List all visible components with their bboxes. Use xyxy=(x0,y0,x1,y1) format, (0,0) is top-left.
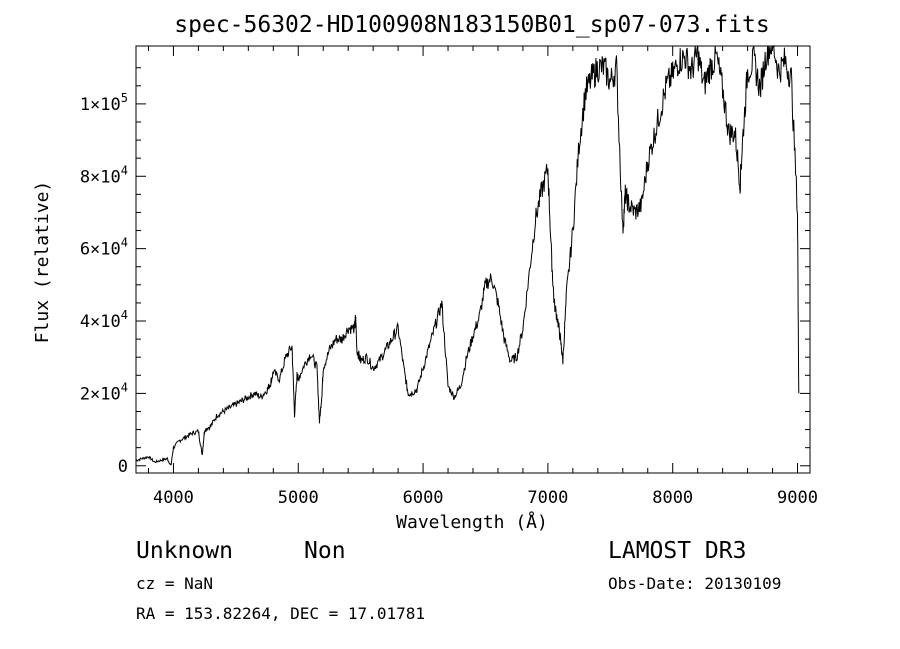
survey-name: LAMOST DR3 xyxy=(608,538,747,564)
redshift-info: cz = NaN xyxy=(136,574,214,593)
x-tick-label: 7000 xyxy=(527,488,568,508)
y-tick-label: 2×104 xyxy=(80,380,128,404)
object-classification: Unknown xyxy=(136,538,233,564)
coordinates-info: RA = 153.82264, DEC = 17.01781 xyxy=(136,604,425,623)
x-axis-label: Wavelength (Å) xyxy=(396,511,548,533)
object-subclass: Non xyxy=(304,538,346,564)
x-tick-label: 5000 xyxy=(278,488,319,508)
x-tick-label: 6000 xyxy=(403,488,444,508)
spectrum-series-line xyxy=(135,44,800,466)
observation-date: Obs-Date: 20130109 xyxy=(608,574,782,593)
plot-frame xyxy=(135,45,811,474)
y-tick-labels: 0 2×104 4×104 6×104 8×104 1×105 xyxy=(80,91,128,477)
y-tick-label: 4×104 xyxy=(80,308,128,332)
y-tick-label: 0 xyxy=(118,457,128,477)
y-tick-label: 1×105 xyxy=(80,91,128,115)
chart-title: spec-56302-HD100908N183150B01_sp07-073.f… xyxy=(174,12,769,38)
x-tick-label: 4000 xyxy=(153,488,194,508)
x-tick-label: 8000 xyxy=(652,488,693,508)
y-tick-label: 6×104 xyxy=(80,236,128,260)
x-tick-label: 9000 xyxy=(777,488,818,508)
axis-ticks xyxy=(136,46,810,473)
y-tick-label: 8×104 xyxy=(80,163,128,187)
x-tick-labels: 4000 5000 6000 7000 8000 9000 xyxy=(153,488,818,508)
y-axis-label: Flux (relative) xyxy=(32,181,53,344)
